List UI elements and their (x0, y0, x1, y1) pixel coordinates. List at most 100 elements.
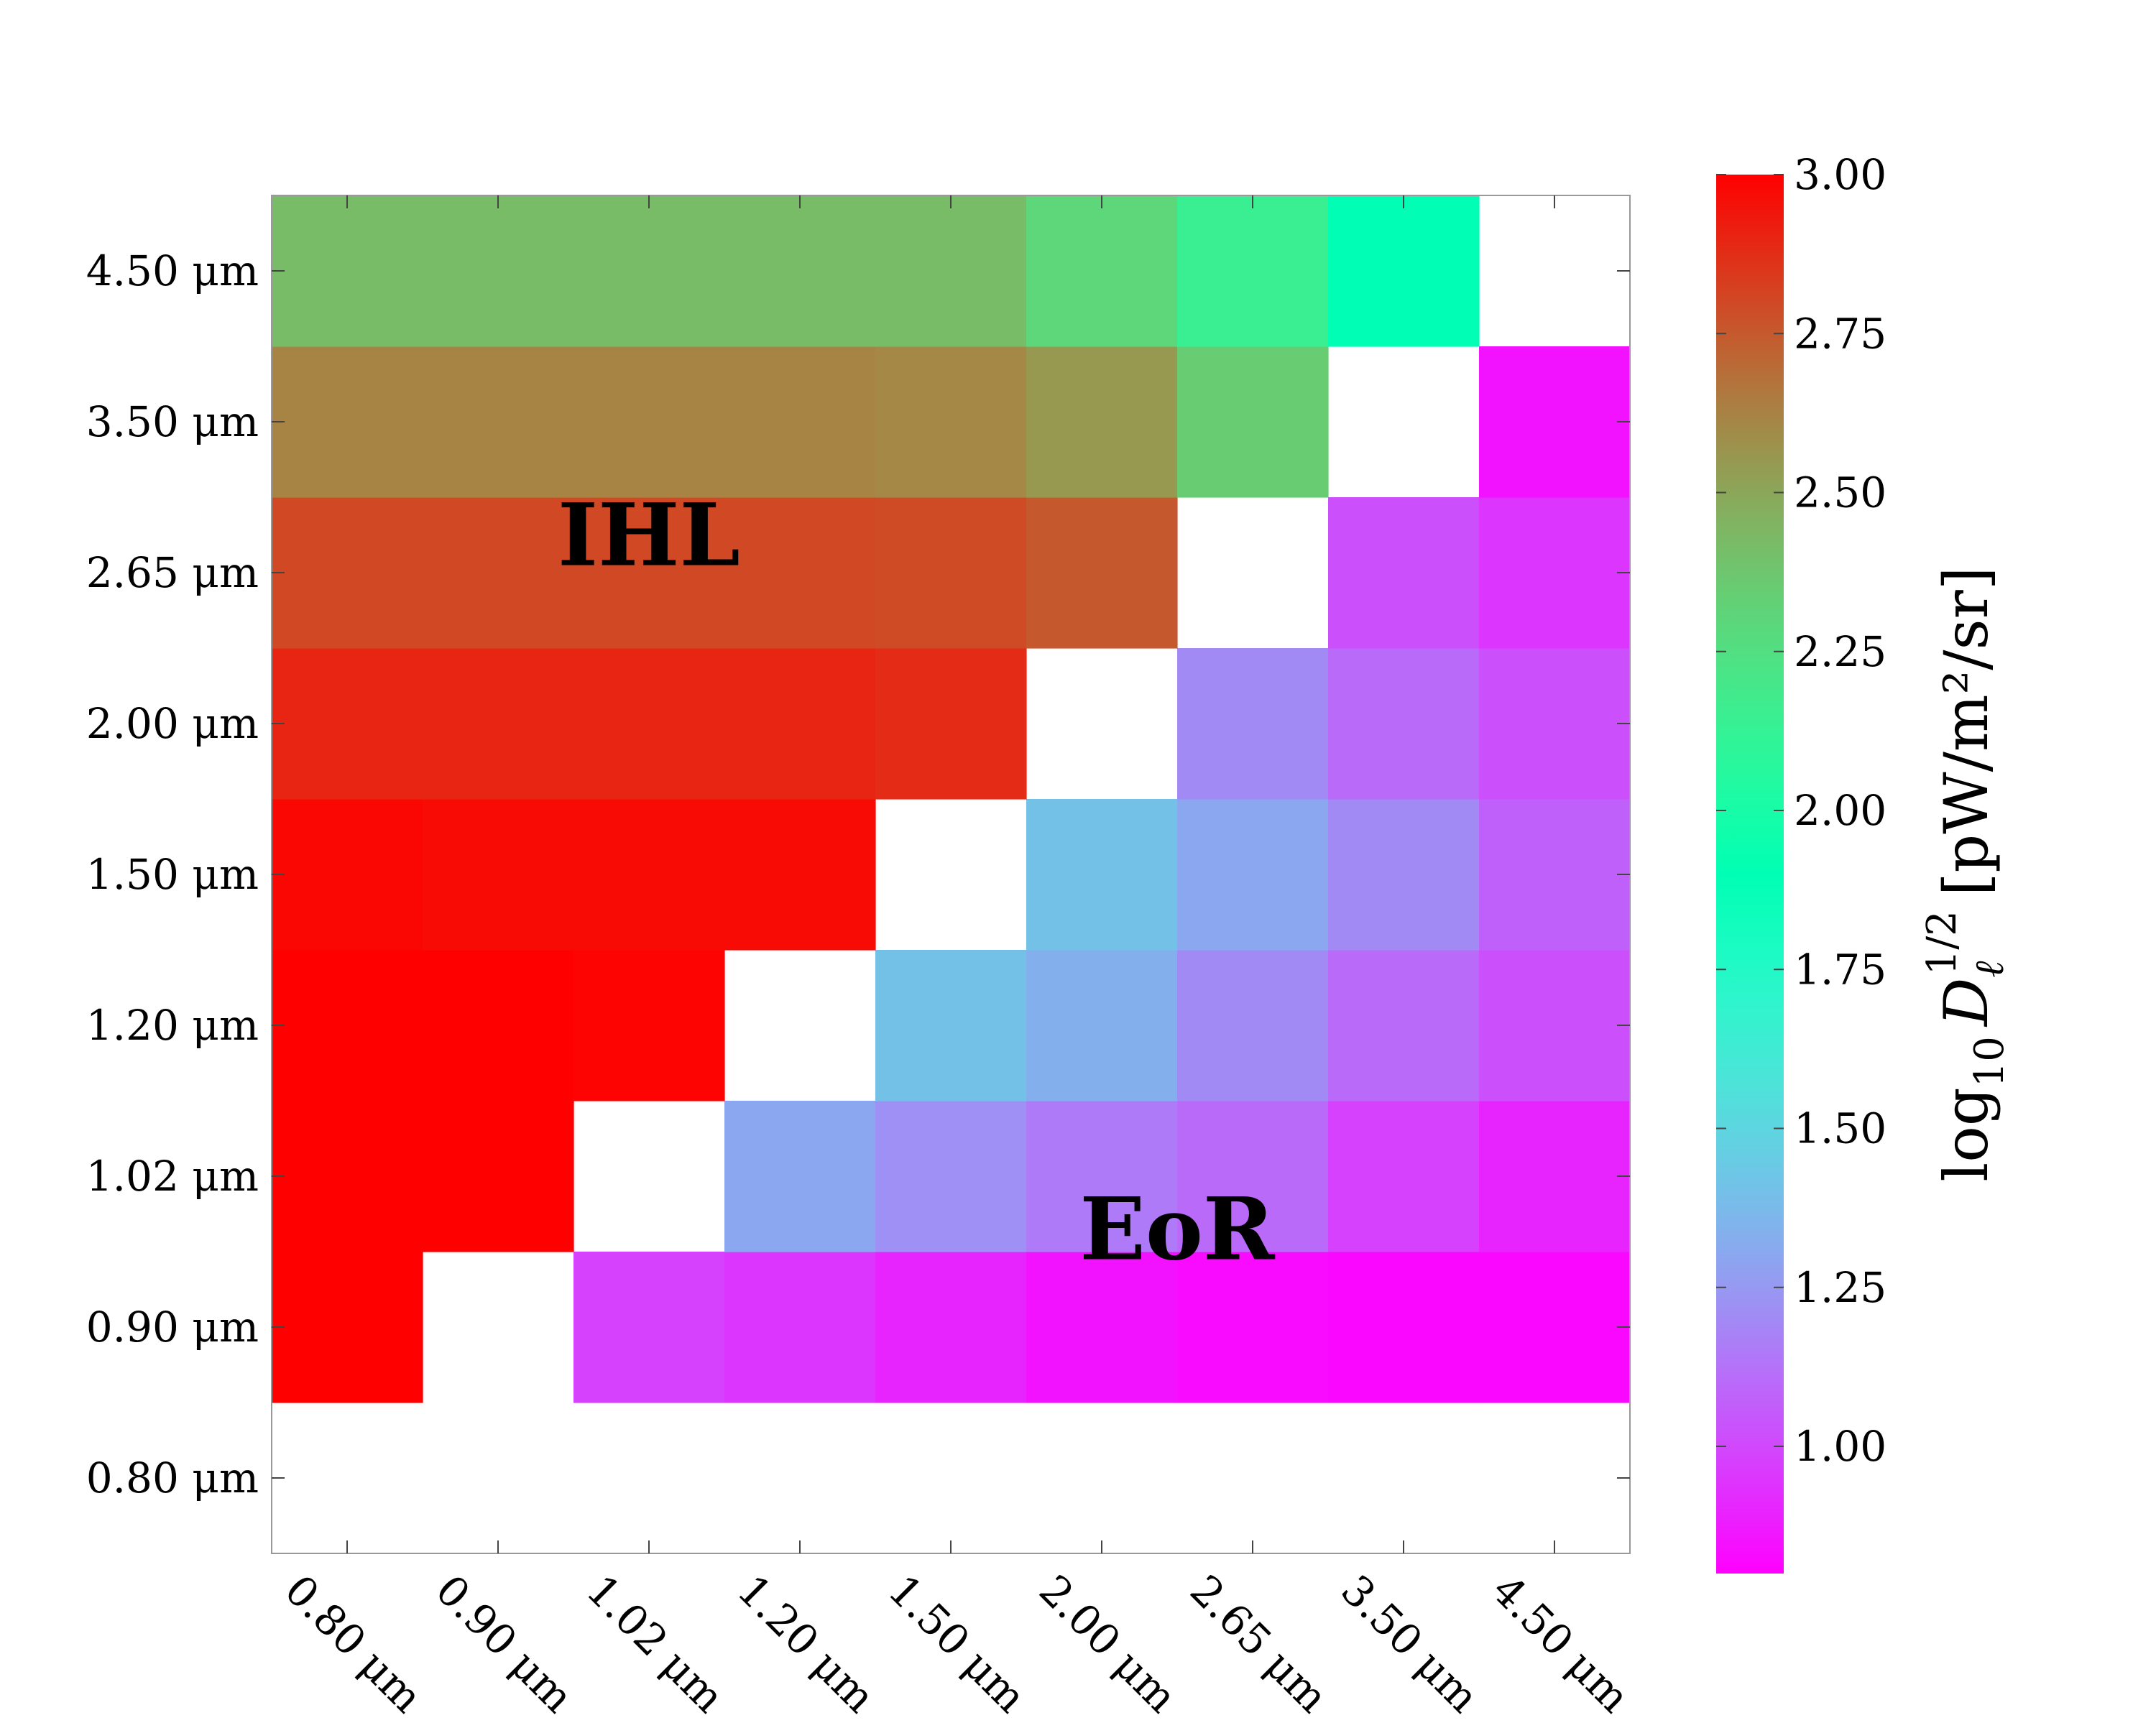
x-tick-label: 1.02 μm (577, 1566, 734, 1722)
heatmap-cell (423, 497, 574, 649)
heatmap-cell (423, 799, 574, 951)
heatmap-cell (1328, 950, 1480, 1101)
colorbar-tick-label: 2.25 (1794, 627, 1886, 676)
heatmap-cell (1177, 799, 1329, 951)
colorbar-tick-label: 3.00 (1794, 150, 1886, 199)
heatmap-cell (875, 497, 1027, 649)
heatmap-cell (573, 195, 725, 347)
heatmap-cell (423, 195, 574, 347)
heatmap-cell (875, 648, 1027, 800)
heatmap-cell (1026, 346, 1178, 498)
heatmap-cell (573, 346, 725, 498)
x-tick-label: 1.20 μm (728, 1566, 885, 1722)
heatmap-cell (573, 648, 725, 800)
heatmap-cells (272, 195, 1631, 1403)
heatmap-cell (272, 1252, 423, 1403)
heatmap-cell (1177, 195, 1329, 347)
heatmap-cell (272, 497, 423, 649)
colorbar-ticks: 1.00 1.25 1.50 1.75 2.00 2.25 2.50 2.75 3.00 (1716, 150, 1886, 1471)
heatmap-cell (272, 950, 423, 1101)
heatmap-cell (1177, 1252, 1329, 1403)
y-tick-label: 1.02 μm (86, 1152, 259, 1201)
colorbar-tick-label: 1.75 (1794, 945, 1886, 994)
colorbar-tick-label: 1.00 (1794, 1422, 1886, 1471)
heatmap-cell (724, 1252, 876, 1403)
heatmap-cell (1026, 950, 1178, 1101)
heatmap-cell (573, 497, 725, 649)
axis-ticks (272, 195, 1630, 1553)
colorbar-title: log10 Dℓ1/2 [pW/m²/sr] (1919, 566, 2013, 1181)
heatmap-cell (1177, 1101, 1329, 1252)
heatmap-cell (1328, 1252, 1480, 1403)
colorbar-title-prefix-sub: 10 (1966, 1036, 2013, 1087)
heatmap-cell (1177, 950, 1329, 1101)
y-tick-label: 0.80 μm (86, 1454, 259, 1502)
annotation-label: IHL (558, 485, 740, 586)
y-tick-label: 2.65 μm (86, 548, 259, 597)
x-tick-label: 4.50 μm (1483, 1566, 1639, 1722)
colorbar-title-symbol-sub: ℓ (1966, 961, 2013, 978)
colorbar-tick-label: 2.50 (1794, 468, 1886, 517)
x-tick-label: 2.00 μm (1030, 1566, 1187, 1722)
heatmap-cell (875, 1101, 1027, 1252)
heatmap-cell (1328, 1101, 1480, 1252)
heatmap-cell (875, 950, 1027, 1101)
heatmap-cell (875, 346, 1027, 498)
annotation-label: EoR (1079, 1179, 1276, 1280)
y-axis-tick-labels: 0.80 μm 0.90 μm 1.02 μm 1.20 μm 1.50 μm 2.00 … (86, 246, 259, 1502)
colorbar-tick-label: 2.75 (1794, 309, 1886, 358)
heatmap-cell (1026, 195, 1178, 347)
heatmap-cell (724, 195, 876, 347)
x-tick-label: 2.65 μm (1181, 1566, 1337, 1722)
x-tick-label: 0.90 μm (426, 1566, 583, 1722)
heatmap-cell (272, 1101, 423, 1252)
annotations: IHL EoR (558, 485, 1276, 1280)
heatmap-cell (1026, 497, 1178, 649)
heatmap-cell (1177, 346, 1329, 498)
heatmap-cell (573, 1252, 725, 1403)
y-tick-label: 1.20 μm (86, 1001, 259, 1050)
colorbar (1716, 175, 1784, 1574)
heatmap-cell (1479, 346, 1631, 498)
heatmap-cell (724, 497, 876, 649)
x-tick-label: 1.50 μm (879, 1566, 1036, 1722)
heatmap-cell (875, 1252, 1027, 1403)
heatmap-cell (573, 950, 725, 1101)
colorbar-title-symbol-sup: 1/2 (1919, 910, 1966, 975)
heatmap-cell (423, 648, 574, 800)
colorbar-tick-label: 1.50 (1794, 1104, 1886, 1153)
heatmap-cell (724, 648, 876, 800)
heatmap-cell (1479, 648, 1631, 800)
heatmap-cell (875, 195, 1027, 347)
heatmap-cell (1479, 497, 1631, 649)
y-tick-label: 2.00 μm (86, 699, 259, 748)
y-tick-label: 3.50 μm (86, 397, 259, 446)
heatmap-cell (1026, 1252, 1178, 1403)
x-tick-label: 0.80 μm (275, 1566, 432, 1722)
heatmap-cell (423, 1101, 574, 1252)
y-tick-label: 4.50 μm (86, 246, 259, 295)
y-tick-label: 1.50 μm (86, 850, 259, 899)
heatmap-cell (573, 799, 725, 951)
heatmap-cell (1328, 799, 1480, 951)
heatmap-cell (272, 648, 423, 800)
x-tick-label: 3.50 μm (1332, 1566, 1488, 1722)
x-axis-tick-labels: 0.80 μm0.90 μm1.02 μm1.20 μm1.50 μm2.00 … (275, 1566, 1639, 1722)
heatmap-cell (1026, 799, 1178, 951)
heatmap-cell (272, 195, 423, 347)
colorbar-title-units: [pW/m²/sr] (1931, 566, 2001, 896)
heatmap-cell (1479, 1101, 1631, 1252)
heatmap-cell (1177, 648, 1329, 800)
heatmap-cell (724, 346, 876, 498)
heatmap-cell (1328, 497, 1480, 649)
heatmap-cell (423, 346, 574, 498)
heatmap-cell (272, 799, 423, 951)
heatmap-cell (1479, 1252, 1631, 1403)
heatmap-cell (1479, 799, 1631, 951)
heatmap-cell (272, 346, 423, 498)
heatmap-cell (423, 950, 574, 1101)
colorbar-title-symbol: D (1931, 978, 2001, 1027)
colorbar-title-prefix: log (1931, 1087, 2001, 1181)
heatmap-cell (1328, 195, 1480, 347)
